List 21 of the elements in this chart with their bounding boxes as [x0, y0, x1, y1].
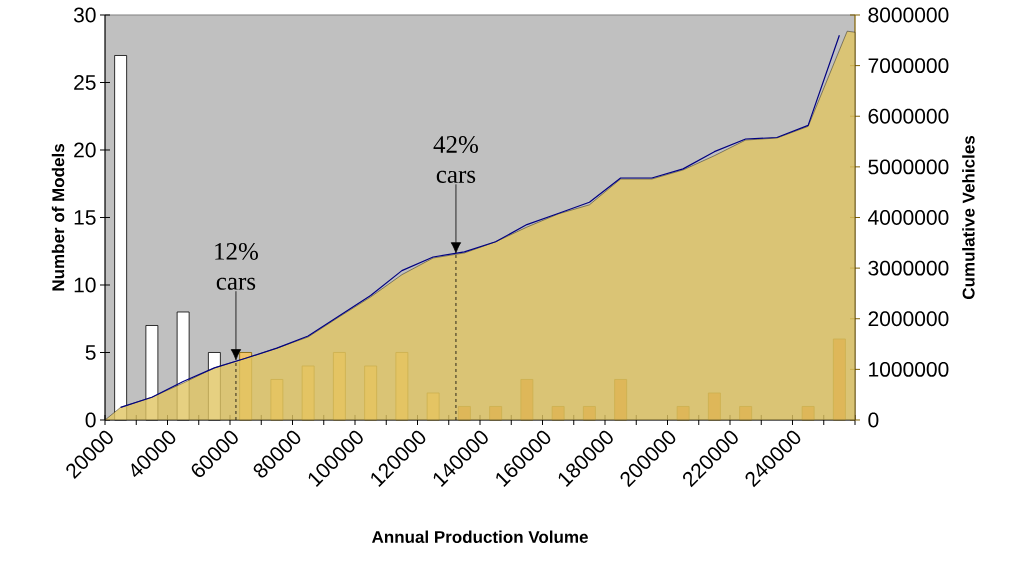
- x-axis-title: Annual Production Volume: [371, 530, 588, 544]
- y2-tick-label: 2000000: [868, 311, 949, 327]
- y-axis-title: Number of Models: [51, 144, 65, 291]
- y-tick-label: 0: [85, 412, 96, 428]
- y2-tick-label: 4000000: [868, 210, 949, 225]
- ref-line-label: 42% cars: [433, 136, 478, 183]
- y-tick-label: 15: [74, 210, 96, 225]
- y2-tick-label: 5000000: [868, 159, 949, 175]
- y-tick-label: 5: [85, 345, 96, 360]
- y2-tick-label: 7000000: [868, 58, 949, 74]
- y-tick-label: 25: [74, 75, 96, 90]
- y-tick-label: 30: [73, 7, 96, 23]
- y2-tick-label: 8000000: [868, 7, 949, 23]
- ref-line-label: 12% cars: [215, 242, 258, 290]
- y2-tick-label: 0: [868, 412, 879, 428]
- y-tick-label: 20: [74, 142, 96, 158]
- y-tick-label: 10: [74, 277, 96, 293]
- y2-tick-label: 3000000: [868, 260, 949, 276]
- y2-tick-label: 1000000: [869, 361, 949, 377]
- y2-tick-label: 6000000: [868, 108, 949, 124]
- y2-axis-title: Cumulative Vehicles: [962, 135, 975, 299]
